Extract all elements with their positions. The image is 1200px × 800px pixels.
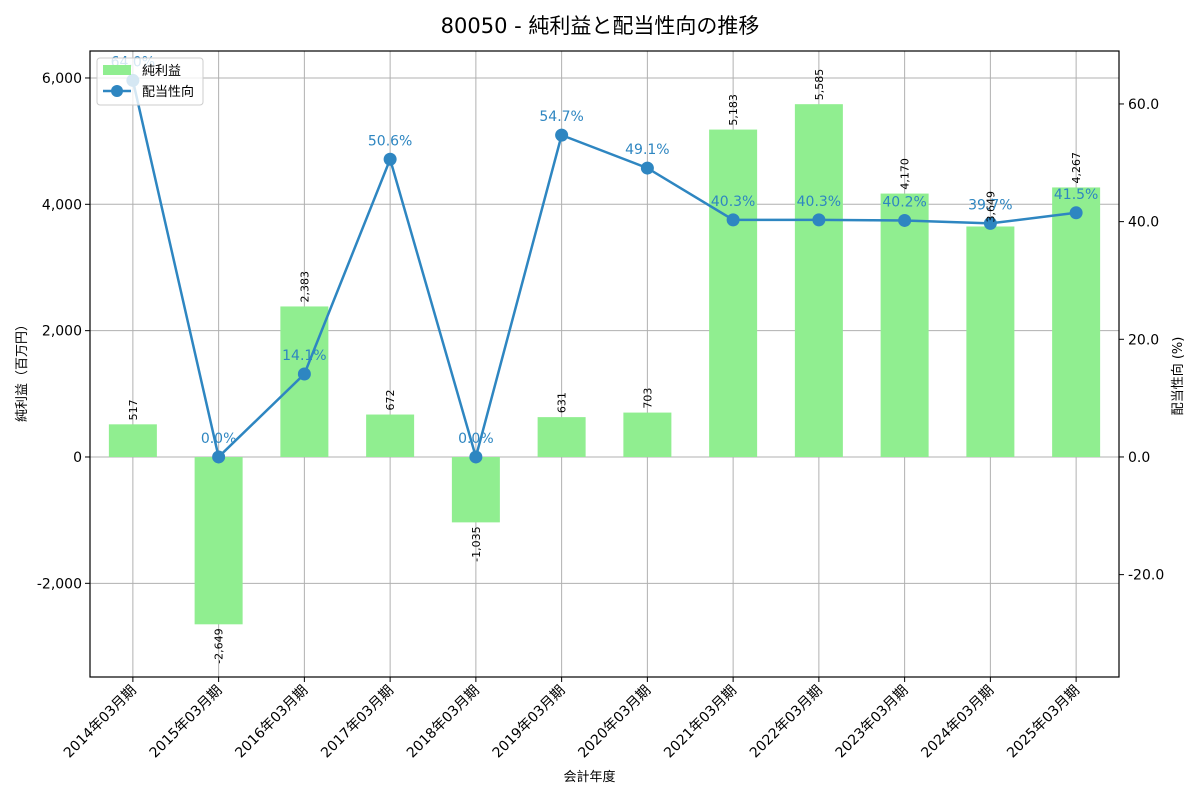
line-marker [726,213,740,227]
svg-text:2017年03月期: 2017年03月期 [318,683,397,762]
svg-text:配当性向: 配当性向 [142,84,194,100]
svg-text:-2,000: -2,000 [37,576,82,592]
bar [451,456,500,523]
grid [90,51,1119,677]
svg-text:-20.0: -20.0 [1128,568,1164,584]
svg-text:2021年03月期: 2021年03月期 [661,683,740,762]
left-y-axis: -2,000 0 2,000 4,000 6,000 純利益（百万円） [15,71,90,592]
bar [1052,187,1101,457]
x-axis: 2014年03月期 2015年03月期 2016年03月期 2017年03月期 2018… [61,677,1083,785]
bar [537,417,586,457]
bar [366,414,415,457]
svg-text:14.1%: 14.1% [282,348,326,364]
svg-text:4,170: 4,170 [899,158,912,190]
svg-text:0: 0 [73,450,82,466]
svg-text:40.3%: 40.3% [711,194,755,210]
svg-text:50.6%: 50.6% [368,133,412,149]
svg-text:-1,035: -1,035 [470,526,483,561]
legend-swatch-bar [103,65,131,75]
svg-text:40.2%: 40.2% [882,194,926,210]
line-marker [640,161,654,175]
line-marker [812,213,826,227]
svg-text:0.0%: 0.0% [201,431,237,447]
bar [966,226,1015,457]
chart-title: 80050 - 純利益と配当性向の推移 [440,14,760,38]
svg-text:49.1%: 49.1% [625,142,669,158]
svg-text:2016年03月期: 2016年03月期 [232,683,311,762]
svg-text:39.7%: 39.7% [968,197,1012,213]
svg-text:2023年03月期: 2023年03月期 [833,683,912,762]
bar [623,412,672,457]
svg-text:4,267: 4,267 [1070,152,1083,184]
svg-text:2024年03月期: 2024年03月期 [918,683,997,762]
line-marker [983,216,997,230]
line-marker [898,213,912,227]
line-marker [383,152,397,166]
line-series-payout-ratio [126,73,1083,464]
svg-text:5,585: 5,585 [813,69,826,101]
right-y-axis: -20.0 0.0 20.0 40.0 60.0 配当性向 (%) [1119,97,1186,584]
svg-text:2014年03月期: 2014年03月期 [61,683,140,762]
svg-text:0.0: 0.0 [1128,450,1150,466]
svg-text:2018年03月期: 2018年03月期 [404,683,483,762]
svg-text:6,000: 6,000 [42,71,82,87]
svg-text:517: 517 [127,399,140,420]
bar-value-labels: 517 -2,649 2,383 672 -1,035 631 703 5,183 5,585 4… [127,69,1083,664]
svg-text:2020年03月期: 2020年03月期 [575,683,654,762]
bar [108,424,157,457]
legend-marker-line [111,85,123,97]
line-marker [555,128,569,142]
bar [709,129,758,457]
svg-text:54.7%: 54.7% [539,109,583,125]
svg-text:4,000: 4,000 [42,197,82,213]
line-marker [297,367,311,381]
svg-text:2,383: 2,383 [298,271,311,303]
svg-text:631: 631 [556,392,569,413]
line-marker [1069,206,1083,220]
svg-text:20.0: 20.0 [1128,332,1159,348]
svg-text:2025年03月期: 2025年03月期 [1004,683,1083,762]
svg-text:3,649: 3,649 [984,191,997,223]
bar [194,456,243,625]
svg-text:60.0: 60.0 [1128,97,1159,113]
bar [794,104,843,457]
axes-frame [89,50,1120,678]
svg-text:703: 703 [641,388,654,409]
svg-text:2015年03月期: 2015年03月期 [147,683,226,762]
svg-text:41.5%: 41.5% [1054,187,1098,203]
line-marker [212,450,226,464]
line-marker [469,450,483,464]
svg-text:5,183: 5,183 [727,94,740,126]
svg-text:2022年03月期: 2022年03月期 [747,683,826,762]
left-axis-label: 純利益（百万円） [15,318,30,422]
svg-text:40.0: 40.0 [1128,215,1159,231]
svg-text:672: 672 [384,390,397,411]
bar [880,193,929,457]
svg-text:0.0%: 0.0% [458,431,494,447]
bar-series-net-income [108,104,1101,625]
svg-text:純利益: 純利益 [142,64,181,79]
ratio-value-labels: 64.0%0.0%14.1%50.6%0.0%54.7%49.1%40.3%40… [111,54,1099,447]
svg-text:2,000: 2,000 [42,324,82,340]
x-axis-label: 会計年度 [563,769,615,785]
svg-text:2019年03月期: 2019年03月期 [490,683,569,762]
svg-text:40.3%: 40.3% [797,194,841,210]
svg-text:-2,649: -2,649 [213,628,226,663]
right-axis-label: 配当性向 (%) [1170,337,1186,416]
